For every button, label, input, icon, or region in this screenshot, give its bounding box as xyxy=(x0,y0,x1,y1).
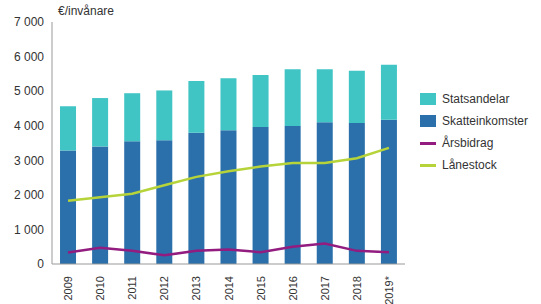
html-text:Lånestock: Lånestock xyxy=(442,158,497,172)
svg-text:2014: 2014 xyxy=(223,276,235,300)
svg-text:2018: 2018 xyxy=(351,276,363,300)
svg-text:7 000: 7 000 xyxy=(14,15,44,29)
html-text:Årsbidrag: Årsbidrag xyxy=(442,136,494,150)
svg-text:2016: 2016 xyxy=(287,276,299,300)
svg-text:2010: 2010 xyxy=(94,276,106,300)
svg-text:2011: 2011 xyxy=(126,276,138,300)
html-text:€/invånare: €/invånare xyxy=(58,4,114,18)
svg-text:2012: 2012 xyxy=(158,276,170,300)
svg-text:4 000: 4 000 xyxy=(14,119,44,133)
svg-text:2017: 2017 xyxy=(319,276,331,300)
svg-text:2019*: 2019* xyxy=(383,275,395,304)
html-text:Skatteinkomster: Skatteinkomster xyxy=(442,114,528,128)
svg-text:2 000: 2 000 xyxy=(14,188,44,202)
svg-text:6 000: 6 000 xyxy=(14,50,44,64)
svg-text:2013: 2013 xyxy=(190,276,202,300)
svg-text:2009: 2009 xyxy=(62,276,74,300)
svg-text:0: 0 xyxy=(37,257,44,271)
svg-text:3 000: 3 000 xyxy=(14,154,44,168)
svg-text:1 000: 1 000 xyxy=(14,223,44,237)
html-text:Statsandelar: Statsandelar xyxy=(442,92,510,106)
svg-text:2015: 2015 xyxy=(255,276,267,300)
svg-text:5 000: 5 000 xyxy=(14,84,44,98)
